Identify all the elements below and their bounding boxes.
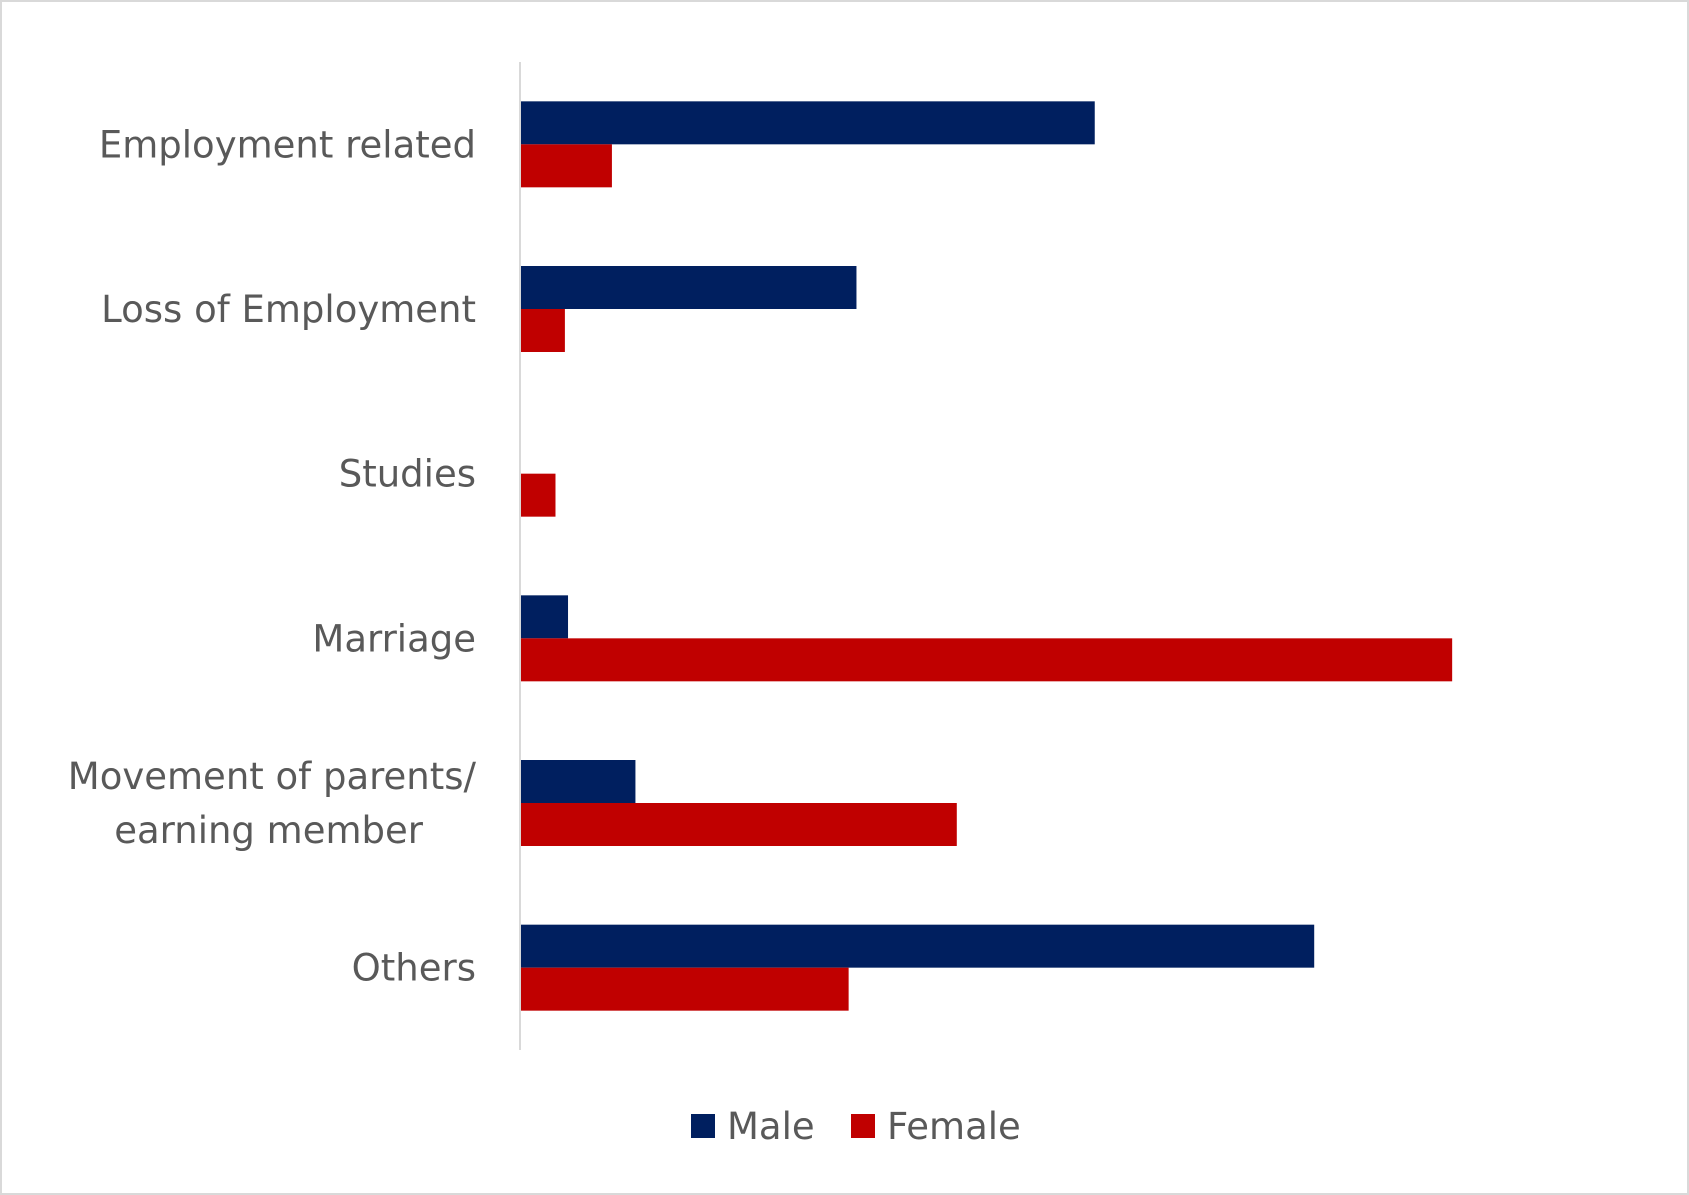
bar-male-marriage [521,595,569,639]
category-label-line: Movement of parents/ [68,755,477,798]
bar-female-studies [521,473,556,517]
bar-male-employment-related [521,101,1095,145]
bar-female-movement-of-parents-earning-member [521,803,957,846]
legend-swatch-male [691,1114,715,1138]
bar-female-loss-of-employment [521,309,565,352]
bars-layer [521,101,1453,1011]
category-label-employment-related: Employment related [99,123,476,166]
category-labels: Employment related Loss of Employment Stud… [68,123,477,989]
category-label-studies: Studies [339,453,476,496]
bar-female-others [521,967,849,1011]
category-label-loss-of-employment: Loss of Employment [101,288,476,331]
legend-swatch-female [851,1114,875,1138]
bar-female-employment-related [521,144,612,188]
category-label-line: Employment related [99,123,476,166]
legend-label-female: Female [887,1105,1021,1148]
legend-label-male: Male [727,1105,815,1148]
category-label-line: Marriage [312,617,476,660]
category-label-marriage: Marriage [312,617,476,660]
category-label-movement-of-parents-earning-member: Movement of parents/earning member [68,755,477,852]
category-label-line: Loss of Employment [101,288,476,331]
category-label-line: earning member [114,809,424,852]
bar-female-marriage [521,638,1453,682]
bar-male-loss-of-employment [521,266,857,309]
category-label-line: Others [352,947,476,990]
category-label-line: Studies [339,453,476,496]
bar-male-others [521,924,1315,968]
bar-male-movement-of-parents-earning-member [521,760,636,803]
legend: Male Female [691,1105,1021,1148]
category-label-others: Others [352,947,476,990]
